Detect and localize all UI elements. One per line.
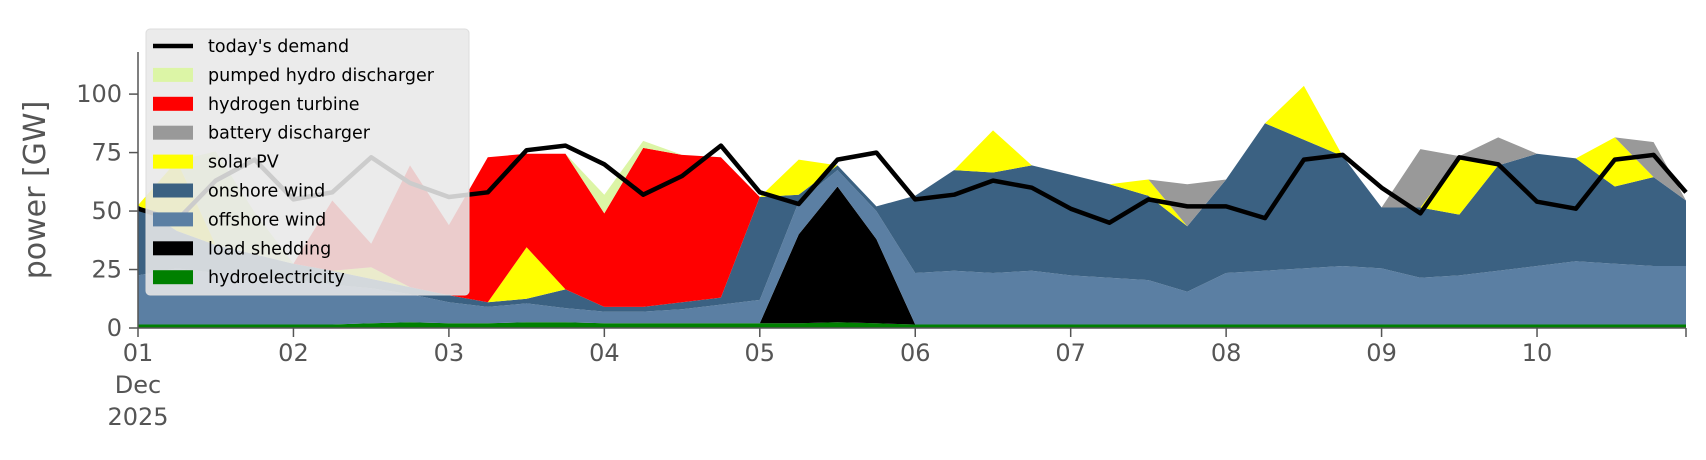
- area-hydroelectricity: [138, 322, 1686, 328]
- x-tick-label: 02: [278, 339, 309, 367]
- area-offshore-wind: [138, 170, 1686, 325]
- x-tick-label: 03: [434, 339, 465, 367]
- legend-box: [145, 28, 470, 296]
- legend-swatch-solar-pv: [153, 154, 193, 169]
- y-tick-label: 75: [91, 139, 122, 167]
- y-ticks: 0 25 50 75 100: [76, 80, 138, 342]
- y-tick-label: 50: [91, 197, 122, 225]
- y-tick-label: 25: [91, 256, 122, 284]
- legend-swatch-load-shedding: [153, 241, 193, 256]
- x-tick-label: 04: [589, 339, 620, 367]
- legend-label-battery-discharger: battery discharger: [208, 124, 371, 144]
- area-solar-pv: [138, 85, 1686, 307]
- x-tick-label: Dec: [115, 371, 161, 399]
- legend-label-load-shedding: load shedding: [208, 239, 331, 259]
- x-ticks: 01 Dec 2025 02 03 04 05 06 07 08 09 10: [107, 328, 1687, 431]
- legend-label-hydrogen-turbine: hydrogen turbine: [208, 95, 360, 115]
- x-tick-label: 06: [900, 339, 931, 367]
- legend-swatch-offshore-wind: [153, 212, 193, 227]
- y-tick-label: 100: [76, 80, 122, 108]
- legend-swatch-onshore-wind: [153, 183, 193, 198]
- x-tick-label: 10: [1522, 339, 1553, 367]
- x-tick-label: 01: [123, 339, 154, 367]
- legend-label-onshore-wind: onshore wind: [208, 182, 325, 202]
- legend-swatch-battery-discharger: [153, 125, 193, 140]
- x-tick-label: 07: [1055, 339, 1086, 367]
- legend-swatch-hydroelectricity: [153, 270, 193, 285]
- x-tick-label: 09: [1366, 339, 1397, 367]
- legend-label-solar-pv: solar PV: [208, 153, 279, 173]
- legend-label-hydroelectricity: hydroelectricity: [208, 268, 345, 288]
- legend-label-today-s-demand: today's demand: [208, 37, 349, 57]
- x-tick-label: 08: [1211, 339, 1242, 367]
- x-tick-label: 2025: [107, 403, 168, 431]
- x-tick-label: 05: [745, 339, 776, 367]
- legend-swatch-pumped-hydro-discharger: [153, 67, 193, 82]
- legend-swatch-hydrogen-turbine: [153, 96, 193, 111]
- legend-label-pumped-hydro-discharger: pumped hydro discharger: [208, 66, 435, 86]
- legend: today's demand pumped hydro discharger hyd…: [145, 28, 470, 296]
- y-tick-label: 0: [107, 314, 122, 342]
- axes: [137, 52, 1686, 329]
- legend-label-offshore-wind: offshore wind: [208, 210, 326, 230]
- y-axis-label: power [GW]: [18, 101, 53, 280]
